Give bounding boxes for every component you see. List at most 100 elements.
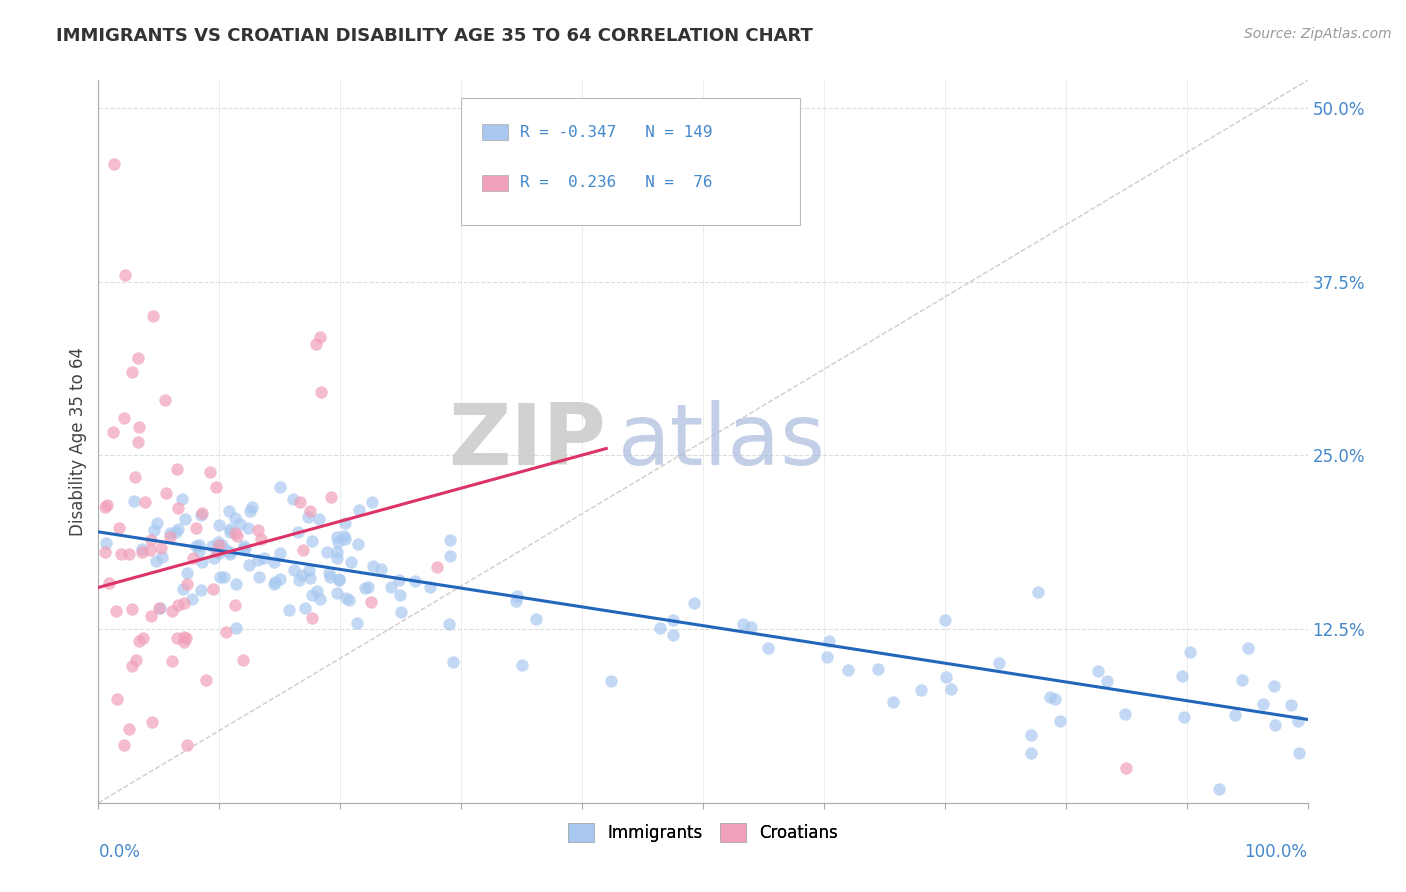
Point: [1095, 673, 1118, 688]
Point: [131, 631, 153, 645]
Point: [181, 592, 204, 607]
Point: [269, 572, 291, 586]
Point: [122, 493, 145, 508]
Y-axis label: Disability Age 35 to 64: Disability Age 35 to 64: [69, 347, 87, 536]
Point: [316, 544, 339, 558]
Point: [224, 525, 246, 540]
Point: [174, 631, 197, 645]
Point: [325, 545, 347, 559]
Point: [211, 538, 233, 552]
Point: [247, 524, 270, 538]
Point: [328, 573, 350, 587]
Point: [215, 542, 238, 557]
Point: [1286, 714, 1309, 728]
Point: [347, 537, 370, 551]
Point: [439, 533, 461, 547]
Point: [1279, 698, 1302, 712]
Point: [146, 516, 169, 531]
Point: [333, 532, 356, 546]
Point: [328, 572, 350, 586]
Point: [240, 500, 263, 515]
Point: [173, 596, 195, 610]
Point: [380, 580, 402, 594]
Point: [110, 547, 132, 561]
Point: [94, 544, 117, 558]
Point: [141, 533, 163, 547]
Point: [218, 504, 240, 518]
Point: [134, 495, 156, 509]
Point: [910, 683, 932, 698]
Point: [506, 589, 529, 603]
Point: [326, 585, 349, 599]
Point: [98, 575, 121, 590]
Point: [166, 631, 188, 645]
Point: [114, 268, 136, 282]
Point: [239, 504, 262, 518]
Point: [149, 600, 172, 615]
Point: [173, 512, 195, 526]
Point: [226, 529, 249, 543]
Point: [419, 580, 441, 594]
Point: [309, 330, 332, 344]
Point: [229, 517, 252, 532]
Text: 0.0%: 0.0%: [98, 843, 141, 861]
Point: [326, 530, 349, 544]
Point: [141, 714, 163, 729]
Point: [165, 524, 187, 539]
Point: [176, 566, 198, 581]
Point: [683, 596, 706, 610]
Point: [283, 564, 305, 578]
Point: [287, 524, 309, 539]
Point: [172, 492, 194, 507]
Point: [127, 351, 149, 366]
Point: [388, 573, 411, 587]
Point: [190, 554, 212, 568]
Point: [299, 571, 322, 585]
Point: [298, 504, 321, 518]
Point: [191, 506, 214, 520]
Point: [208, 517, 231, 532]
Point: [354, 581, 377, 595]
Point: [148, 600, 170, 615]
Point: [1049, 714, 1071, 728]
Point: [190, 582, 212, 597]
Point: [361, 559, 384, 574]
Point: [292, 543, 315, 558]
Point: [232, 540, 254, 554]
Point: [301, 611, 323, 625]
Point: [218, 547, 240, 561]
Point: [319, 490, 342, 504]
Point: [208, 538, 231, 552]
Point: [1288, 746, 1310, 760]
Point: [118, 547, 141, 561]
Point: [160, 654, 183, 668]
Point: [1223, 708, 1246, 723]
Point: [1264, 718, 1286, 732]
Point: [294, 601, 316, 615]
Point: [1263, 679, 1285, 693]
Point: [198, 465, 221, 479]
Text: IMMIGRANTS VS CROATIAN DISABILITY AGE 35 TO 64 CORRELATION CHART: IMMIGRANTS VS CROATIAN DISABILITY AGE 35…: [56, 27, 813, 45]
Point: [328, 535, 350, 549]
Point: [208, 546, 231, 560]
Point: [1115, 761, 1137, 775]
Point: [360, 494, 382, 508]
Point: [866, 662, 889, 676]
Point: [207, 534, 229, 549]
Bar: [482, 175, 509, 191]
Point: [263, 555, 285, 569]
Point: [215, 625, 238, 640]
Point: [219, 525, 242, 540]
Point: [118, 722, 141, 736]
Point: [250, 532, 273, 546]
Text: R = -0.347   N = 149: R = -0.347 N = 149: [520, 125, 713, 140]
Point: [389, 606, 412, 620]
Point: [233, 542, 256, 557]
Point: [1251, 697, 1274, 711]
Point: [357, 580, 380, 594]
Point: [278, 603, 301, 617]
Point: [1178, 645, 1201, 659]
Point: [190, 508, 212, 523]
Bar: [482, 124, 509, 140]
Point: [94, 535, 117, 549]
